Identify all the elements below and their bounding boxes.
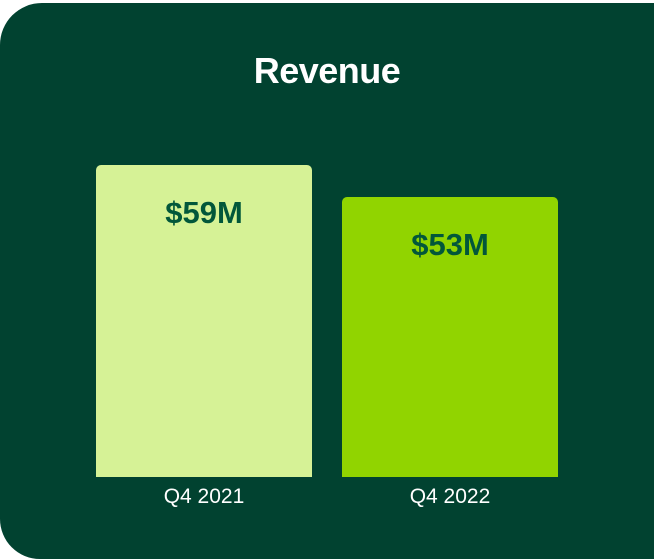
x-axis-label-q4-2021: Q4 2021 (163, 485, 245, 508)
bar-q4-2021: $59M (96, 165, 312, 477)
bar-q4-2022: $53M (342, 197, 558, 477)
bar-value-label: $59M (165, 195, 243, 230)
bar-value-label: $53M (411, 227, 489, 262)
chart-title: Revenue (253, 50, 401, 91)
x-axis-label-q4-2022: Q4 2022 (409, 485, 491, 508)
